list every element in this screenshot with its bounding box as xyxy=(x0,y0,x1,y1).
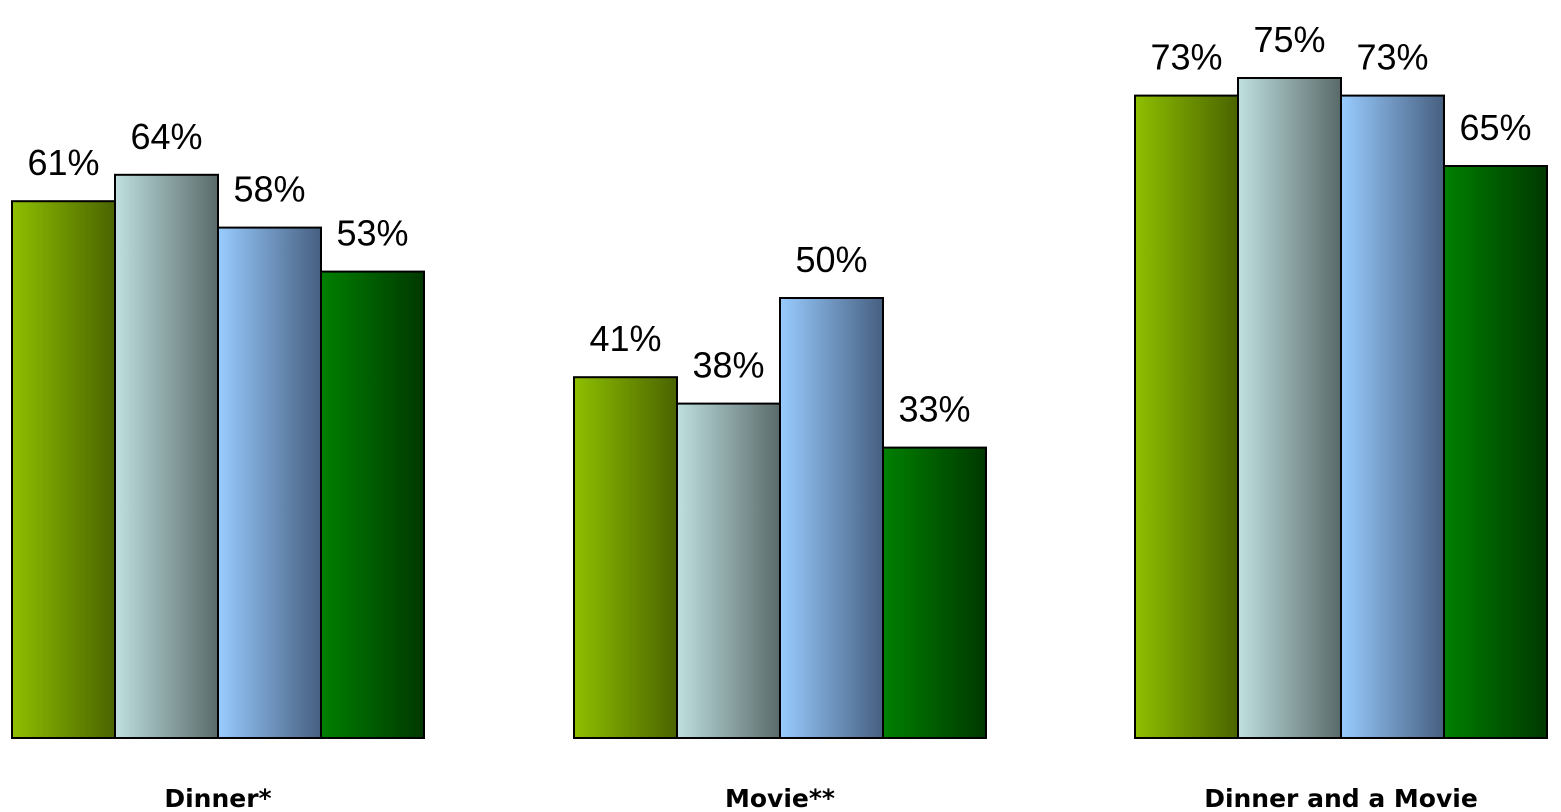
bar xyxy=(779,297,884,739)
bar xyxy=(320,270,425,739)
bar xyxy=(11,200,116,739)
data-label: 41% xyxy=(589,318,661,359)
data-label: 65% xyxy=(1459,107,1531,148)
category-label: Dinner and a Movie xyxy=(1204,784,1478,812)
data-label: 33% xyxy=(898,389,970,430)
category-label: Dinner* xyxy=(164,784,271,812)
data-label: 73% xyxy=(1150,37,1222,78)
bar xyxy=(1340,94,1445,740)
bar xyxy=(1443,165,1548,739)
bar xyxy=(217,226,322,739)
bar xyxy=(1134,94,1239,740)
bar xyxy=(573,376,678,739)
bars-layer xyxy=(11,77,1548,740)
data-label: 73% xyxy=(1356,37,1428,78)
data-labels-layer: 61% 64% 58% 53% 41% 38% 50% 33% 73% 75% 73% 65% xyxy=(27,19,1531,430)
data-label: 61% xyxy=(27,142,99,183)
data-label: 75% xyxy=(1253,19,1325,60)
data-label: 53% xyxy=(336,213,408,254)
category-labels-layer: Dinner* Movie** Dinner and a Movie xyxy=(164,784,1477,812)
data-label: 50% xyxy=(795,239,867,280)
bar xyxy=(882,446,987,739)
data-label: 38% xyxy=(692,345,764,386)
bar xyxy=(1237,77,1342,739)
category-label: Movie** xyxy=(725,784,835,812)
data-label: 64% xyxy=(130,116,202,157)
bar xyxy=(676,402,781,739)
bar xyxy=(114,173,219,740)
data-label: 58% xyxy=(233,169,305,210)
